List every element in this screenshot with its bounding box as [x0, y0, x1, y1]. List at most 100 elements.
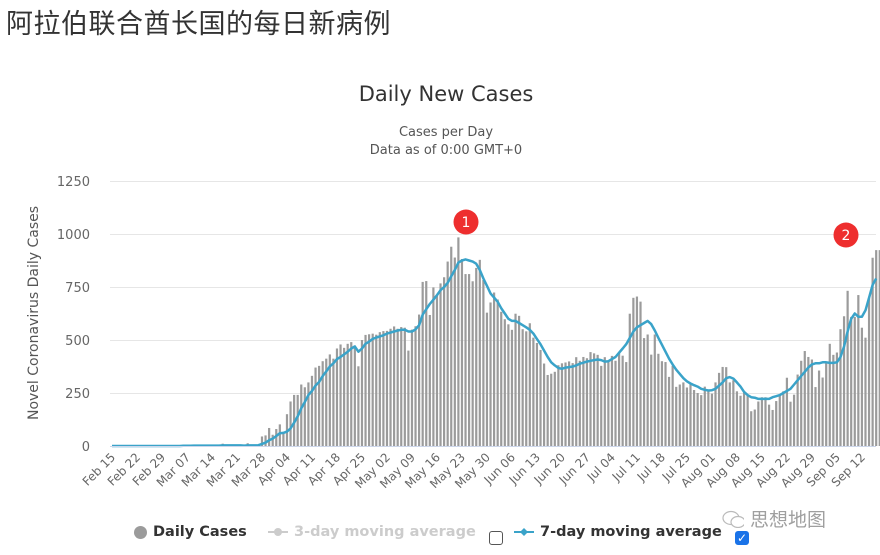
bar[interactable] — [350, 342, 353, 446]
bar[interactable] — [596, 354, 599, 446]
bar[interactable] — [510, 329, 514, 446]
bar[interactable] — [692, 390, 696, 446]
bar[interactable] — [528, 323, 531, 446]
legend-three-day-average[interactable]: 3-day moving average — [268, 524, 476, 540]
bar[interactable] — [396, 328, 399, 446]
bar[interactable] — [717, 372, 721, 446]
bar[interactable] — [682, 382, 685, 446]
legend-daily-cases[interactable]: Daily Cases — [134, 524, 247, 540]
bar[interactable] — [475, 267, 478, 446]
bar[interactable] — [450, 246, 453, 446]
bar[interactable] — [532, 337, 535, 446]
bar[interactable] — [614, 360, 617, 446]
bar[interactable] — [767, 404, 771, 446]
bar[interactable] — [675, 386, 678, 446]
bar[interactable] — [839, 329, 842, 446]
bar[interactable] — [535, 342, 539, 446]
bar[interactable] — [846, 290, 849, 446]
bar[interactable] — [714, 382, 717, 446]
bar[interactable] — [314, 367, 317, 446]
bar[interactable] — [328, 354, 331, 446]
bar[interactable] — [335, 348, 339, 446]
bar[interactable] — [446, 261, 449, 446]
bar[interactable] — [725, 367, 728, 446]
bar[interactable] — [296, 394, 299, 446]
bar[interactable] — [439, 283, 442, 446]
bar[interactable] — [464, 274, 467, 446]
bar[interactable] — [575, 357, 578, 446]
bar[interactable] — [785, 377, 789, 446]
bar[interactable] — [542, 363, 546, 446]
bar[interactable] — [753, 409, 756, 446]
bar[interactable] — [635, 296, 639, 446]
bar[interactable] — [792, 394, 796, 446]
bar[interactable] — [817, 370, 821, 446]
bar[interactable] — [603, 357, 606, 446]
bar[interactable] — [432, 287, 435, 446]
bar[interactable] — [264, 435, 267, 446]
bar[interactable] — [564, 362, 567, 446]
bar[interactable] — [775, 401, 778, 446]
bar[interactable] — [303, 387, 306, 446]
bar[interactable] — [503, 319, 506, 446]
bar[interactable] — [539, 349, 542, 446]
bar[interactable] — [764, 397, 767, 446]
bar[interactable] — [875, 250, 878, 446]
bar[interactable] — [582, 356, 585, 446]
bar[interactable] — [496, 299, 499, 446]
bar[interactable] — [685, 387, 689, 446]
bar[interactable] — [732, 380, 735, 446]
annotation-marker-2[interactable]: 2 — [833, 222, 859, 248]
bar[interactable] — [746, 395, 749, 446]
bar[interactable] — [368, 334, 371, 446]
bar[interactable] — [664, 362, 667, 446]
bar[interactable] — [393, 326, 396, 446]
bar[interactable] — [696, 393, 699, 446]
bar[interactable] — [628, 313, 631, 446]
bar[interactable] — [857, 295, 860, 446]
bar[interactable] — [375, 334, 378, 446]
bar[interactable] — [364, 334, 367, 446]
bar[interactable] — [460, 259, 464, 446]
bar[interactable] — [550, 373, 553, 446]
bar[interactable] — [360, 340, 364, 446]
bar[interactable] — [610, 355, 614, 446]
bar[interactable] — [671, 365, 674, 446]
bar[interactable] — [678, 384, 681, 446]
bar[interactable] — [867, 298, 871, 446]
bar[interactable] — [457, 237, 460, 446]
bar[interactable] — [453, 257, 456, 446]
bar[interactable] — [578, 360, 581, 446]
bar[interactable] — [735, 391, 739, 446]
bar[interactable] — [853, 316, 856, 446]
bar[interactable] — [825, 362, 828, 446]
bar[interactable] — [757, 401, 760, 446]
bar[interactable] — [310, 375, 314, 446]
bar[interactable] — [760, 397, 764, 446]
legend-seven-day-average[interactable]: 7-day moving average — [514, 524, 722, 540]
bar[interactable] — [282, 433, 285, 446]
bar[interactable] — [821, 377, 824, 446]
bar[interactable] — [835, 352, 839, 446]
bar[interactable] — [639, 301, 642, 446]
bar[interactable] — [803, 351, 806, 446]
bar[interactable] — [707, 390, 710, 446]
bar[interactable] — [800, 360, 803, 446]
bar[interactable] — [842, 316, 846, 446]
bar[interactable] — [782, 391, 785, 446]
bar[interactable] — [632, 297, 635, 446]
bar[interactable] — [742, 392, 746, 446]
bar[interactable] — [600, 365, 603, 446]
bar[interactable] — [796, 374, 799, 446]
bar[interactable] — [425, 281, 428, 446]
bar[interactable] — [443, 277, 446, 446]
bar[interactable] — [271, 434, 274, 446]
bar[interactable] — [667, 376, 671, 446]
bar[interactable] — [646, 334, 649, 446]
bar[interactable] — [860, 327, 864, 446]
bar[interactable] — [739, 395, 742, 446]
bar[interactable] — [807, 356, 810, 446]
bar[interactable] — [357, 366, 360, 446]
bar[interactable] — [642, 338, 646, 446]
bar[interactable] — [660, 361, 664, 446]
